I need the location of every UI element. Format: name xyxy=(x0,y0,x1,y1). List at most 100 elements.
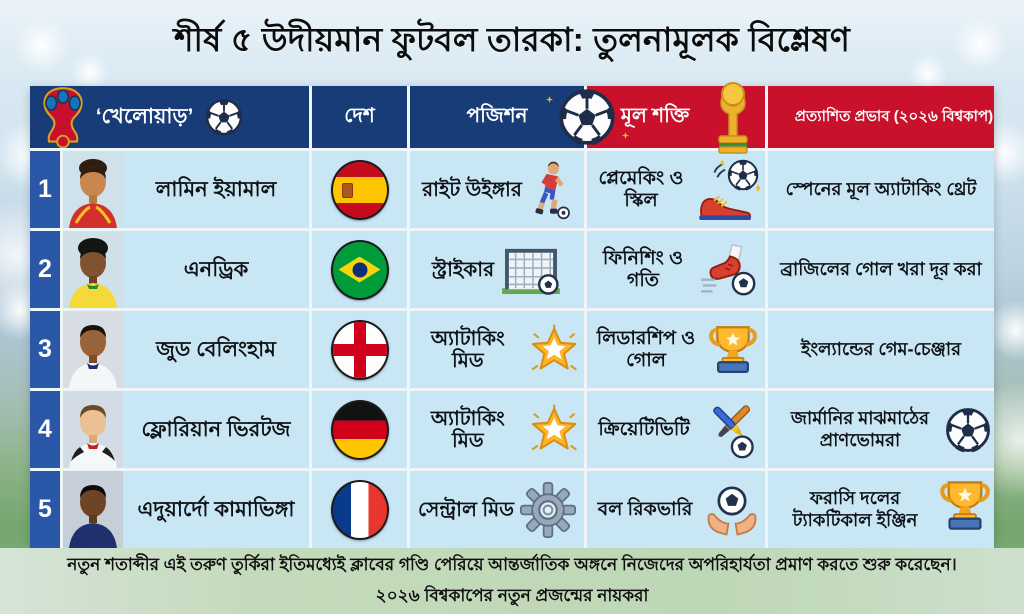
impact-label: জার্মানির মাঝমাঠের প্রাণভোমরা xyxy=(790,408,930,450)
position-label: অ্যাটাকিং মিড xyxy=(430,407,505,452)
hands-holding-ball-icon xyxy=(703,483,761,537)
rank-number: 5 xyxy=(38,495,52,523)
goal-net-icon xyxy=(500,245,562,295)
strength-label: ক্রিয়েটিভিটি xyxy=(598,418,690,440)
rank-badge: 1 xyxy=(30,151,60,228)
sparkle-icon xyxy=(546,96,553,103)
header-impact: প্রত্যাশিত প্রভাব (২০২৬ বিশ্বকাপ) xyxy=(768,86,994,148)
position-cell: সেন্ট্রাল মিড xyxy=(410,471,584,548)
gear-icon xyxy=(520,482,576,538)
rank-badge: 2 xyxy=(30,231,60,308)
impact-cell: ফরাসি দলের ট্যাকটিকাল ইঞ্জিন xyxy=(768,471,994,548)
table-row-player: এদুয়ার্দো কামাভিঙ্গা xyxy=(63,471,309,548)
header-country-label: দেশ xyxy=(344,104,375,127)
trophy-icon xyxy=(936,470,994,542)
footer-line2: ২০২৬ বিশ্বকাপের নতুন প্রজন্মের নায়করা xyxy=(375,585,649,605)
footballer-kicking-icon xyxy=(528,160,572,220)
position-label: রাইট উইঙ্গার xyxy=(422,178,522,201)
impact-cell: ইংল্যান্ডের গেম-চেঞ্জার xyxy=(768,311,994,388)
footer-band: নতুন শতাব্দীর এই তরুণ তুর্কিরা ইতিমধ্যেই… xyxy=(0,548,1024,614)
footer-line1: নতুন শতাব্দীর এই তরুণ তুর্কিরা ইতিমধ্যেই… xyxy=(67,554,957,574)
table-row-player: এনড্রিক xyxy=(63,231,309,308)
player-name: এনড্রিক xyxy=(183,257,249,281)
rank-badge: 3 xyxy=(30,311,60,388)
position-cell: স্ট্রাইকার xyxy=(410,231,584,308)
position-cell: অ্যাটাকিং মিড xyxy=(410,311,584,388)
table-row-player: ফ্লোরিয়ান ভিরটজ xyxy=(63,391,309,468)
strength-cell: বল রিকভারি xyxy=(587,471,765,548)
rank-badge: 4 xyxy=(30,391,60,468)
player-photo xyxy=(63,391,123,468)
country-cell xyxy=(312,231,407,308)
football-icon xyxy=(558,88,616,146)
player-name: লামিন ইয়ামাল xyxy=(155,177,277,201)
stadium-light xyxy=(14,18,70,74)
table-row-player: লামিন ইয়ামাল xyxy=(63,151,309,228)
position-label: সেন্ট্রাল মিড xyxy=(418,498,514,521)
header-country: দেশ xyxy=(312,86,407,148)
strength-label: প্লেমেকিং ও স্কিল xyxy=(598,167,684,211)
impact-cell: জার্মানির মাঝমাঠের প্রাণভোমরা xyxy=(768,391,994,468)
country-cell xyxy=(312,311,407,388)
strength-cell: ক্রিয়েটিভিটি xyxy=(587,391,765,468)
page-title: শীর্ষ ৫ উদীয়মান ফুটবল তারকা: তুলনামূলক … xyxy=(173,21,851,58)
header-position: পজিশন xyxy=(410,86,584,148)
star-icon xyxy=(528,323,580,377)
strength-cell: প্লেমেকিং ও স্কিল xyxy=(587,151,765,228)
boot-and-ball-icon xyxy=(695,159,761,221)
player-name: এদুয়ার্দো কামাভিঙ্গা xyxy=(137,497,295,521)
rank-number: 3 xyxy=(38,335,52,363)
player-photo xyxy=(63,471,123,548)
player-photo xyxy=(63,311,123,388)
player-photo xyxy=(63,231,123,308)
football-icon xyxy=(945,407,991,453)
impact-cell: স্পেনের মূল অ্যাটাকিং থ্রেট xyxy=(768,151,994,228)
player-name: জুড বেলিংহাম xyxy=(156,337,276,361)
header-player-label: ‘খেলোয়াড়’ xyxy=(95,104,194,128)
kicking-boot-icon xyxy=(699,242,761,298)
position-cell: রাইট উইঙ্গার xyxy=(410,151,584,228)
strength-label: বল রিকভারি xyxy=(597,498,693,520)
football-icon xyxy=(205,98,243,136)
spain-flag-icon xyxy=(330,159,389,220)
trophy-icon xyxy=(705,322,761,378)
impact-label: ফরাসি দলের ট্যাকটিকাল ইঞ্জিন xyxy=(792,488,918,530)
position-label: স্ট্রাইকার xyxy=(431,258,495,281)
stadium-light xyxy=(952,16,1008,72)
impact-label: ব্রাজিলের গোল খরা দূর করা xyxy=(780,258,982,279)
table-row-player: জুড বেলিংহাম xyxy=(63,311,309,388)
brush-pen-ball-icon xyxy=(701,401,761,459)
impact-label: ইংল্যান্ডের গেম-চেঞ্জার xyxy=(800,338,962,359)
strength-label: লিডারশিপ ও গোল xyxy=(596,327,696,371)
comparison-table: ‘খেলোয়াড়’ দেশ পজিশন মূল শক্তি প্রত্যাশ… xyxy=(30,86,994,548)
country-cell xyxy=(312,471,407,548)
sparkle-icon xyxy=(622,132,629,139)
world-cup-emblem-icon xyxy=(30,86,96,148)
player-name: ফ্লোরিয়ান ভিরটজ xyxy=(141,417,291,441)
rank-number: 2 xyxy=(38,255,52,283)
stadium-light xyxy=(70,52,110,92)
impact-label: স্পেনের মূল অ্যাটাকিং থ্রেট xyxy=(785,178,977,199)
strength-cell: ফিনিশিং ও গতি xyxy=(587,231,765,308)
gold-world-cup-trophy-icon xyxy=(714,81,752,157)
header-impact-label: প্রত্যাশিত প্রভাব (২০২৬ বিশ্বকাপ) xyxy=(794,107,994,125)
england-flag-icon xyxy=(330,319,389,380)
country-cell xyxy=(312,151,407,228)
impact-cell: ব্রাজিলের গোল খরা দূর করা xyxy=(768,231,994,308)
brazil-flag-icon xyxy=(330,239,389,300)
country-cell xyxy=(312,391,407,468)
rank-number: 1 xyxy=(38,175,52,203)
rank-badge: 5 xyxy=(30,471,60,548)
star-icon xyxy=(528,403,580,457)
strength-cell: লিডারশিপ ও গোল xyxy=(587,311,765,388)
germany-flag-icon xyxy=(330,399,389,460)
france-flag-icon xyxy=(330,479,389,540)
rank-number: 4 xyxy=(38,415,52,443)
position-label: অ্যাটাকিং মিড xyxy=(430,327,505,372)
player-photo xyxy=(63,151,123,228)
position-cell: অ্যাটাকিং মিড xyxy=(410,391,584,468)
header-position-label: পজিশন xyxy=(466,104,528,127)
strength-label: ফিনিশিং ও গতি xyxy=(602,247,684,291)
header-strength-label: মূল শক্তি xyxy=(620,104,690,127)
